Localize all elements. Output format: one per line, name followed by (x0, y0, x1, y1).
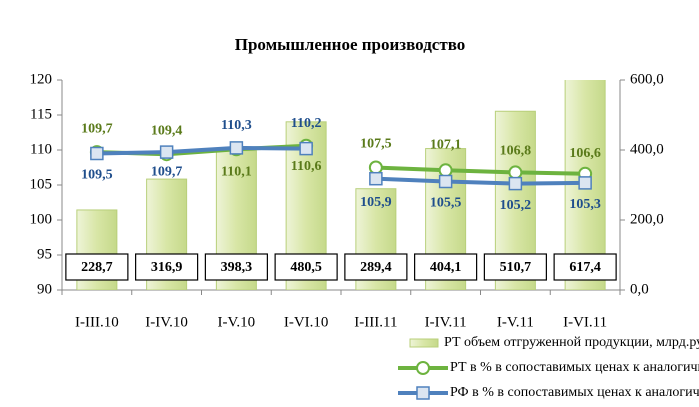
marker (578, 176, 592, 190)
x-tick-label: I-V.11 (497, 314, 534, 330)
legend-swatch (409, 338, 439, 348)
marker (508, 165, 523, 180)
value-label: 228,7 (81, 260, 113, 275)
value-label: 110,2 (291, 116, 322, 131)
value-label-box (344, 253, 408, 281)
marker (369, 171, 383, 186)
value-label: 109,7 (81, 121, 113, 136)
marker (438, 174, 453, 189)
x-tick-label: I-IV.11 (425, 314, 467, 330)
chart-title: Промышленное производство (235, 35, 466, 54)
line (375, 176, 586, 186)
value-label: 106,8 (500, 144, 532, 159)
line (375, 165, 586, 176)
value-label: 105,2 (500, 198, 532, 213)
value-label-box (553, 253, 617, 281)
value-label: 316,9 (151, 260, 183, 275)
value-label: 109,7 (151, 164, 183, 179)
value-label-box (483, 253, 547, 281)
marker (438, 163, 453, 178)
value-label: 617,4 (569, 260, 601, 275)
x-tick-label: I-VI.10 (284, 314, 329, 330)
x-tick-label: I-VI.11 (563, 314, 607, 330)
value-label: 107,5 (360, 137, 392, 152)
value-label: 480,5 (290, 260, 322, 275)
legend-label: РТ в % в сопоставимых ценах к аналогично… (450, 360, 699, 375)
y2-tick-label: 600,0 (630, 71, 664, 87)
y2-tick-label: 400,0 (630, 141, 664, 157)
marker (90, 146, 104, 161)
value-label: 109,5 (81, 168, 113, 183)
marker (229, 141, 244, 155)
value-label: 105,9 (360, 195, 392, 210)
marker (159, 145, 174, 159)
y-tick-label: 110 (30, 141, 52, 157)
value-label: 404,1 (430, 260, 462, 275)
marker (508, 176, 523, 191)
value-label: 398,3 (221, 260, 253, 275)
y-tick-label: 105 (30, 176, 53, 192)
value-label-box (65, 253, 129, 281)
y-tick-label: 95 (37, 246, 52, 262)
value-label: 110,1 (221, 165, 252, 180)
marker (299, 141, 313, 156)
y-tick-label: 115 (30, 106, 52, 122)
y-tick-label: 100 (30, 211, 53, 227)
legend-marker (416, 386, 430, 400)
value-label: 289,4 (360, 260, 392, 275)
value-label: 109,4 (151, 123, 183, 138)
marker (368, 160, 383, 175)
value-label: 105,3 (569, 197, 601, 212)
y-tick-label: 120 (30, 71, 53, 87)
legend-marker (416, 361, 430, 375)
value-label: 110,3 (221, 118, 252, 133)
value-label-box (274, 253, 338, 281)
value-label: 106,6 (569, 146, 601, 161)
value-label: 105,5 (430, 196, 462, 211)
x-tick-label: I-III.11 (354, 314, 397, 330)
x-tick-label: I-III.10 (75, 314, 119, 330)
y2-tick-label: 200,0 (630, 211, 664, 227)
x-tick-label: I-V.10 (218, 314, 256, 330)
value-label: 107,1 (430, 138, 462, 153)
y-tick-label: 90 (37, 281, 52, 297)
legend-label: РТ объем отгруженной продукции, млрд.руб… (444, 335, 699, 350)
x-tick-label: I-IV.10 (145, 314, 188, 330)
line (96, 145, 307, 156)
value-label: 510,7 (500, 260, 532, 275)
value-label: 110,6 (291, 159, 322, 174)
value-label-box (135, 253, 199, 281)
value-label-box (414, 253, 478, 281)
legend-label: РФ в % в сопоставимых ценах к аналогично… (450, 385, 699, 400)
y2-tick-label: 0,0 (630, 281, 649, 297)
value-label-box (204, 253, 268, 281)
